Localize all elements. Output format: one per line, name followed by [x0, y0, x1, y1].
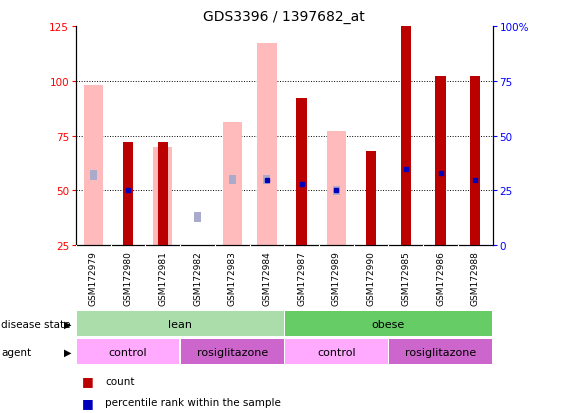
Bar: [123, 143, 133, 246]
Text: disease state: disease state: [1, 319, 70, 329]
Text: agent: agent: [1, 347, 32, 357]
Text: obese: obese: [372, 319, 405, 329]
Bar: [77, 311, 284, 337]
Text: ▶: ▶: [64, 347, 71, 357]
Bar: [194, 212, 201, 222]
Text: GSM172987: GSM172987: [297, 251, 306, 306]
Bar: [223, 123, 242, 246]
Bar: [297, 99, 307, 246]
Bar: [84, 86, 103, 246]
Bar: [333, 186, 340, 196]
Text: GSM172983: GSM172983: [228, 251, 236, 306]
Text: GSM172985: GSM172985: [401, 251, 410, 306]
Text: GSM172986: GSM172986: [436, 251, 445, 306]
Text: GSM172989: GSM172989: [332, 251, 341, 306]
Text: GSM172988: GSM172988: [471, 251, 480, 306]
Text: rosiglitazone: rosiglitazone: [196, 347, 268, 357]
Text: count: count: [105, 376, 135, 386]
Bar: [77, 339, 180, 365]
Text: ▶: ▶: [64, 319, 71, 329]
Text: control: control: [109, 347, 148, 357]
Text: GSM172979: GSM172979: [89, 251, 98, 306]
Bar: [181, 339, 284, 365]
Bar: [470, 77, 480, 246]
Text: control: control: [317, 347, 356, 357]
Bar: [229, 175, 236, 185]
Text: ■: ■: [82, 396, 93, 409]
Bar: [298, 180, 305, 190]
Text: percentile rank within the sample: percentile rank within the sample: [105, 397, 281, 407]
Text: GSM172980: GSM172980: [124, 251, 132, 306]
Bar: [435, 77, 446, 246]
Bar: [368, 192, 374, 202]
Text: GSM172981: GSM172981: [158, 251, 167, 306]
Bar: [159, 186, 166, 196]
Text: ■: ■: [82, 374, 93, 387]
Bar: [285, 311, 492, 337]
Bar: [158, 143, 168, 246]
Bar: [285, 339, 388, 365]
Bar: [389, 339, 492, 365]
Text: GSM172984: GSM172984: [262, 251, 271, 306]
Bar: [263, 175, 270, 185]
Text: GSM172990: GSM172990: [367, 251, 376, 306]
Bar: [401, 27, 411, 246]
Bar: [257, 44, 276, 246]
Title: GDS3396 / 1397682_at: GDS3396 / 1397682_at: [203, 10, 365, 24]
Bar: [124, 186, 132, 196]
Text: rosiglitazone: rosiglitazone: [405, 347, 476, 357]
Bar: [366, 152, 376, 246]
Bar: [153, 147, 172, 246]
Text: lean: lean: [168, 319, 192, 329]
Bar: [90, 171, 97, 180]
Text: GSM172982: GSM172982: [193, 251, 202, 306]
Bar: [327, 132, 346, 246]
